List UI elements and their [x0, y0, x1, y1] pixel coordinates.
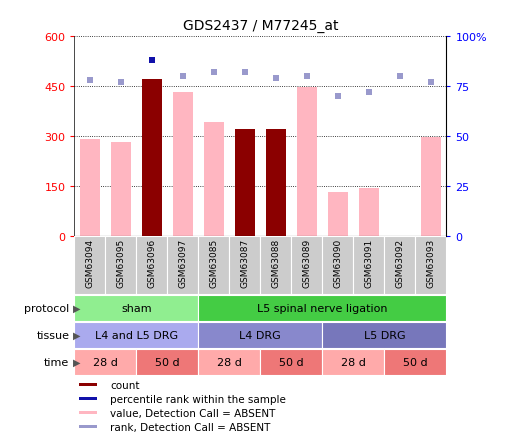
Bar [80, 383, 96, 386]
Text: GSM63097: GSM63097 [179, 238, 187, 287]
Bar [199, 349, 260, 375]
Bar [136, 236, 167, 295]
Text: GSM63095: GSM63095 [116, 238, 125, 287]
Text: GSM63087: GSM63087 [241, 238, 249, 287]
Text: GSM63094: GSM63094 [85, 238, 94, 287]
Text: percentile rank within the sample: percentile rank within the sample [110, 394, 286, 404]
Text: time: time [44, 357, 69, 367]
Text: 28 d: 28 d [341, 357, 366, 367]
Point [365, 89, 373, 96]
Point [334, 93, 342, 100]
Bar [260, 349, 322, 375]
Text: L4 DRG: L4 DRG [240, 330, 281, 340]
Text: GSM63085: GSM63085 [209, 238, 219, 287]
Bar [74, 322, 199, 348]
Text: 50 d: 50 d [279, 357, 304, 367]
Bar [322, 236, 353, 295]
Text: GSM63090: GSM63090 [333, 238, 342, 287]
Bar [80, 397, 96, 400]
Bar [105, 236, 136, 295]
Text: protocol: protocol [24, 303, 69, 313]
Point [272, 75, 280, 82]
Text: L4 and L5 DRG: L4 and L5 DRG [95, 330, 178, 340]
Bar [136, 349, 199, 375]
Point [179, 73, 187, 80]
Text: 50 d: 50 d [403, 357, 428, 367]
Bar [142, 80, 162, 236]
Bar [199, 236, 229, 295]
Bar [235, 130, 255, 236]
Text: value, Detection Call = ABSENT: value, Detection Call = ABSENT [110, 408, 275, 418]
Text: 28 d: 28 d [217, 357, 242, 367]
Text: GSM63093: GSM63093 [426, 238, 436, 287]
Bar [322, 322, 446, 348]
Bar [111, 143, 131, 236]
Point [117, 79, 125, 86]
Text: count: count [110, 380, 140, 390]
Text: 28 d: 28 d [93, 357, 118, 367]
Bar [384, 236, 416, 295]
Text: L5 spinal nerve ligation: L5 spinal nerve ligation [257, 303, 388, 313]
Text: L5 DRG: L5 DRG [364, 330, 405, 340]
Text: tissue: tissue [36, 330, 69, 340]
Bar [260, 236, 291, 295]
Bar [416, 236, 446, 295]
Text: ▶: ▶ [73, 303, 81, 313]
Bar [74, 295, 199, 321]
Text: GSM63091: GSM63091 [364, 238, 373, 287]
Bar [359, 188, 379, 236]
Point [86, 77, 94, 84]
Text: ▶: ▶ [73, 357, 81, 367]
Bar [322, 349, 384, 375]
Bar [266, 130, 286, 236]
Bar [291, 236, 322, 295]
Text: ▶: ▶ [73, 330, 81, 340]
Point [427, 79, 435, 86]
Bar [80, 411, 96, 414]
Bar [80, 140, 100, 236]
Bar [167, 236, 199, 295]
Point [241, 69, 249, 76]
Point [396, 73, 404, 80]
Point [148, 57, 156, 64]
Bar [328, 193, 348, 236]
Bar [204, 123, 224, 236]
Bar [74, 349, 136, 375]
Title: GDS2437 / M77245_at: GDS2437 / M77245_at [183, 19, 338, 33]
Bar [199, 295, 446, 321]
Text: 50 d: 50 d [155, 357, 180, 367]
Text: sham: sham [121, 303, 152, 313]
Bar [229, 236, 260, 295]
Text: GSM63092: GSM63092 [396, 238, 404, 287]
Text: GSM63096: GSM63096 [147, 238, 156, 287]
Point [210, 69, 218, 76]
Text: GSM63088: GSM63088 [271, 238, 280, 287]
Text: GSM63089: GSM63089 [302, 238, 311, 287]
Bar [199, 322, 322, 348]
Bar [173, 93, 193, 236]
Bar [384, 349, 446, 375]
Text: rank, Detection Call = ABSENT: rank, Detection Call = ABSENT [110, 422, 270, 432]
Bar [297, 88, 317, 236]
Bar [421, 138, 441, 236]
Bar [74, 236, 105, 295]
Bar [353, 236, 384, 295]
Point [303, 73, 311, 80]
Bar [80, 425, 96, 428]
